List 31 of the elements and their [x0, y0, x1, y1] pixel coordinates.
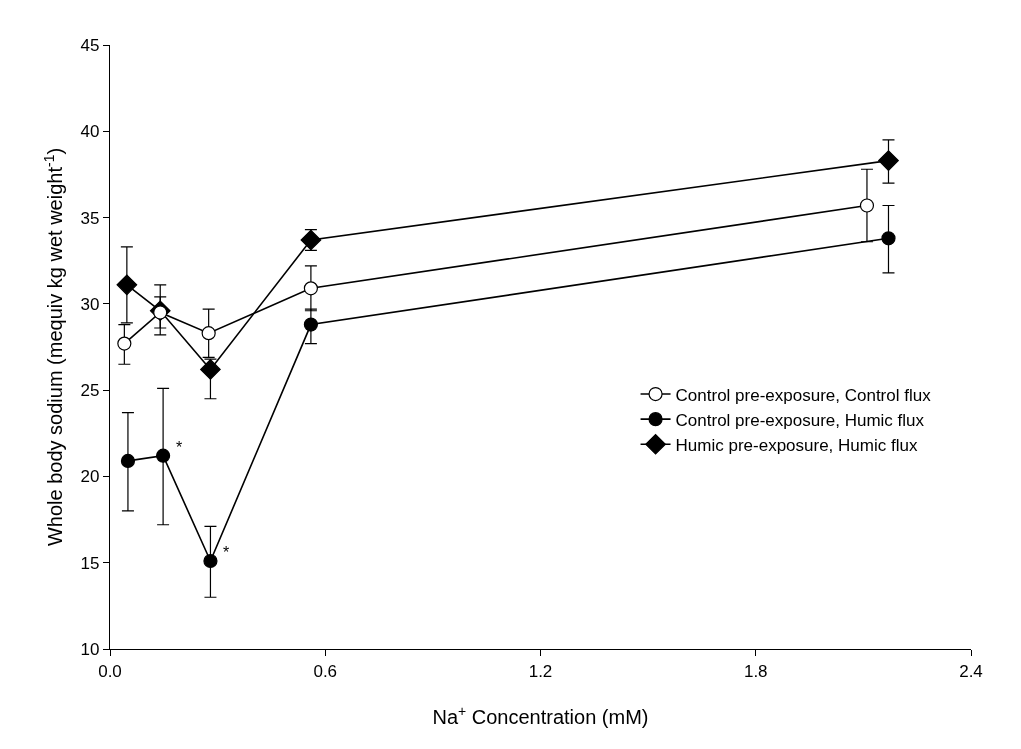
- y-tick-label: 15: [80, 553, 100, 573]
- point: [116, 274, 138, 296]
- point: [303, 317, 318, 332]
- x-tick-label: 0.0: [98, 661, 122, 681]
- y-tick-label: 40: [80, 122, 100, 142]
- legend-label: Humic pre-exposure, Humic flux: [675, 435, 918, 455]
- point: [200, 359, 221, 380]
- x-tick-label: 1.8: [743, 661, 768, 681]
- legend-label: Control pre-exposure, Control flux: [675, 385, 932, 405]
- x-tick-label: 1.2: [528, 661, 553, 681]
- annotation: *: [176, 439, 183, 456]
- point: [859, 198, 875, 213]
- legend-label: Control pre-exposure, Humic flux: [675, 410, 925, 430]
- x-tick-label: 2.4: [959, 661, 983, 681]
- y-tick-label: 30: [80, 294, 100, 314]
- point: [201, 326, 216, 341]
- point: [303, 281, 318, 296]
- point: [117, 336, 132, 351]
- y-tick-label: 25: [80, 381, 100, 401]
- annotation: *: [223, 544, 230, 561]
- x-axis-title: Na$^{+}$ Concentration (mM): [432, 702, 649, 728]
- y-tick-label: 35: [80, 208, 100, 228]
- y-tick-label: 20: [80, 467, 100, 487]
- point: [878, 150, 899, 171]
- y-tick-label: 10: [80, 639, 100, 659]
- x-tick-label: 0.6: [313, 661, 338, 681]
- point: [881, 231, 896, 246]
- point: [120, 453, 136, 468]
- y-tick-label: 45: [80, 35, 100, 55]
- point: [156, 448, 171, 463]
- point: [203, 553, 218, 569]
